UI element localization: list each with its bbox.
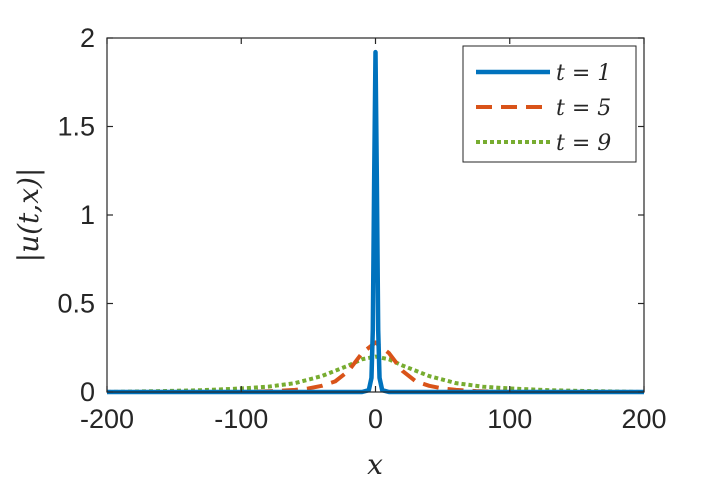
x-tick-label: 100 xyxy=(487,404,532,434)
legend: t = 1 t = 5 t = 9 xyxy=(462,45,637,163)
y-tick-label: 0 xyxy=(80,377,95,407)
x-tick-label: -200 xyxy=(80,404,134,434)
y-axis-label: |u(t,x)| xyxy=(12,168,45,263)
y-tick-label: 1.5 xyxy=(57,112,95,142)
y-tick-label: 0.5 xyxy=(57,289,95,319)
y-tick-label: 1 xyxy=(80,200,95,230)
x-tick-label: 200 xyxy=(621,404,666,434)
ticks-layer: -200 -100 0 100 200 0 0.5 1 1.5 2 xyxy=(57,23,666,434)
x-tick-label: -100 xyxy=(214,404,268,434)
series-line-2 xyxy=(107,340,644,394)
y-tick-label: 2 xyxy=(80,23,95,53)
x-axis-label: x xyxy=(367,448,383,481)
legend-label-3: t = 9 xyxy=(556,131,611,156)
x-tick-label: 0 xyxy=(368,404,383,434)
legend-label-1: t = 1 xyxy=(556,61,611,86)
legend-items: t = 1 t = 5 t = 9 xyxy=(476,61,611,156)
legend-label-2: t = 5 xyxy=(556,96,611,121)
